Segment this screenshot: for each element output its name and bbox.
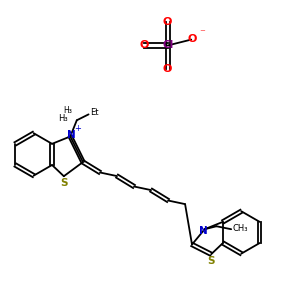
Text: N: N — [199, 226, 208, 236]
Text: O: O — [163, 17, 172, 27]
Text: Et: Et — [90, 108, 98, 117]
Text: Cl: Cl — [162, 40, 173, 50]
Text: H₃: H₃ — [64, 106, 72, 115]
Text: O: O — [140, 40, 149, 50]
Text: S: S — [207, 256, 215, 266]
Text: H₃: H₃ — [58, 114, 68, 123]
Text: N: N — [67, 130, 76, 140]
Text: CH₃: CH₃ — [232, 224, 248, 233]
Text: +: + — [74, 124, 81, 133]
Text: S: S — [60, 178, 68, 188]
Text: O: O — [163, 64, 172, 74]
Text: ⁻: ⁻ — [200, 28, 205, 38]
Text: O: O — [187, 34, 196, 44]
